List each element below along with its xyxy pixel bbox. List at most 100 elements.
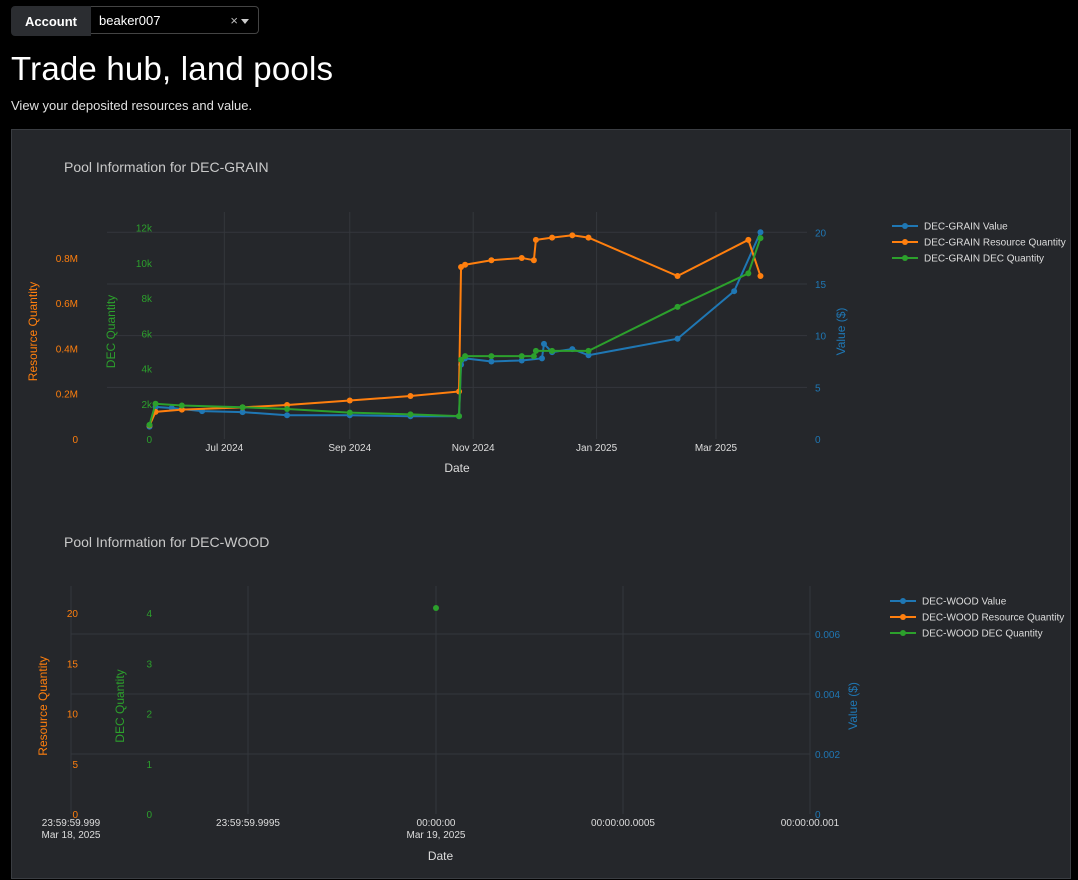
data-point-dec [674, 303, 681, 310]
chevron-down-icon[interactable] [241, 19, 249, 24]
y-tick-label-value: 0.004 [815, 690, 840, 701]
data-point-value [757, 229, 764, 236]
x-tick-label: 00:00:00.0005 [591, 818, 655, 829]
x-tick-label-date: Mar 18, 2025 [42, 830, 101, 841]
data-point-resource [757, 273, 764, 280]
legend-swatch-marker [900, 630, 906, 636]
y-tick-label-resource: 0 [72, 435, 78, 446]
data-point-value [284, 412, 291, 419]
y-axis-title-value: Value ($) [846, 682, 860, 730]
data-point-dec [549, 347, 556, 354]
y-tick-label-value: 10 [815, 332, 827, 343]
legend-item[interactable]: DEC-WOOD DEC Quantity [890, 629, 1043, 640]
x-tick-label: Sep 2024 [328, 443, 371, 454]
legend-label: DEC-GRAIN Value [924, 222, 1008, 233]
y-axis-title-dec: DEC Quantity [104, 295, 118, 368]
y-axis-title-dec: DEC Quantity [113, 669, 127, 742]
legend-item[interactable]: DEC-GRAIN Value [892, 222, 1008, 233]
clear-icon[interactable]: × [230, 13, 238, 28]
y-tick-label-dec: 1 [146, 760, 152, 771]
data-point-value [488, 358, 495, 365]
account-value: beaker007 [99, 13, 161, 28]
y-tick-label-value: 20 [815, 228, 827, 239]
y-tick-label-resource: 0.8M [56, 254, 78, 265]
data-point-resource [745, 236, 752, 243]
y-tick-label-value: 15 [815, 280, 827, 291]
y-tick-label-value: 0 [815, 435, 821, 446]
y-axis-title-value: Value ($) [834, 308, 848, 356]
y-tick-label-resource: 15 [67, 659, 79, 670]
data-point-dec [488, 353, 495, 360]
data-point-dec [407, 411, 414, 418]
grain-chart[interactable]: Pool Information for DEC-GRAIN 0 0.2M 0.4M 0… [12, 130, 1070, 505]
y-tick-label-dec: 4k [141, 365, 153, 376]
y-tick-label-resource: 0.6M [56, 299, 78, 310]
legend-swatch-marker [900, 614, 906, 620]
data-point-resource [462, 261, 469, 268]
y-tick-label-dec: 3 [146, 659, 152, 670]
y-tick-label-value: 0 [815, 810, 821, 821]
y-tick-label-dec: 0 [146, 810, 152, 821]
legend-item[interactable]: DEC-GRAIN Resource Quantity [892, 238, 1066, 249]
data-point-value [239, 409, 246, 416]
y-tick-label-resource: 20 [67, 609, 79, 620]
x-tick-label: Jan 2025 [576, 443, 618, 454]
account-dropdown[interactable]: beaker007 × [91, 6, 259, 34]
y-tick-label-dec: 2 [146, 710, 152, 721]
chart-panel: Pool Information for DEC-GRAIN 0 0.2M 0.4M 0… [11, 129, 1071, 879]
y-tick-label-dec: 6k [141, 329, 153, 340]
data-point-dec [456, 413, 463, 420]
y-tick-label-value: 0.006 [815, 630, 840, 641]
data-point-dec [239, 404, 246, 411]
y-tick-label-value: 0.002 [815, 750, 840, 761]
y-tick-label-value: 5 [815, 383, 821, 394]
data-point-dec [146, 421, 153, 428]
data-point-dec [518, 353, 525, 360]
legend-swatch-marker [902, 239, 908, 245]
data-point-value [585, 352, 592, 359]
x-tick-label: 00:00:00 [417, 818, 456, 829]
y-tick-label-resource: 5 [72, 760, 78, 771]
account-label: Account [11, 6, 91, 36]
y-tick-label-dec: 10k [136, 259, 153, 270]
data-point-dec [152, 400, 159, 407]
y-tick-label-dec: 0 [146, 435, 152, 446]
data-point-value [731, 288, 738, 295]
legend-item[interactable]: DEC-WOOD Value [890, 597, 1007, 608]
data-point-resource [569, 232, 576, 239]
data-point-resource [407, 393, 414, 399]
legend-swatch-marker [900, 598, 906, 604]
data-point-resource [488, 257, 495, 264]
legend-item[interactable]: DEC-WOOD Resource Quantity [890, 613, 1064, 624]
x-tick-label: 23:59:59.9995 [216, 818, 280, 829]
y-tick-label-resource: 0.4M [56, 344, 78, 355]
y-axis-title-resource: Resource Quantity [26, 282, 40, 381]
x-axis-title: Date [444, 461, 470, 475]
series-line-dec [148, 237, 762, 426]
series-line-resource [148, 234, 762, 426]
page-subtitle: View your deposited resources and value. [11, 98, 253, 113]
legend-swatch-marker [902, 223, 908, 229]
chart-title: Pool Information for DEC-GRAIN [64, 159, 269, 175]
legend-item[interactable]: DEC-GRAIN DEC Quantity [892, 254, 1044, 265]
data-point-dec [757, 235, 764, 242]
data-point-value [540, 340, 547, 347]
x-tick-label: 23:59:59.999 [42, 818, 101, 829]
data-point-dec [346, 409, 353, 416]
data-point-resource [549, 234, 556, 241]
y-tick-label-resource: 0 [72, 810, 78, 821]
y-tick-label-dec: 8k [141, 294, 153, 305]
data-point-dec [532, 347, 539, 354]
wood-chart[interactable]: Pool Information for DEC-WOOD05101520Res… [12, 505, 1070, 880]
data-point-resource [518, 254, 525, 261]
data-point-dec [458, 356, 465, 363]
account-selector: Account beaker007 × [11, 6, 259, 36]
series-line-value [148, 231, 762, 427]
x-tick-label-date: Mar 19, 2025 [407, 830, 466, 841]
data-point-dec [530, 353, 537, 360]
data-point-dec [462, 353, 469, 360]
legend-label: DEC-WOOD Resource Quantity [922, 613, 1064, 624]
legend-swatch-marker [902, 255, 908, 261]
x-tick-label: Jul 2024 [205, 443, 243, 454]
legend-label: DEC-GRAIN Resource Quantity [924, 238, 1066, 249]
